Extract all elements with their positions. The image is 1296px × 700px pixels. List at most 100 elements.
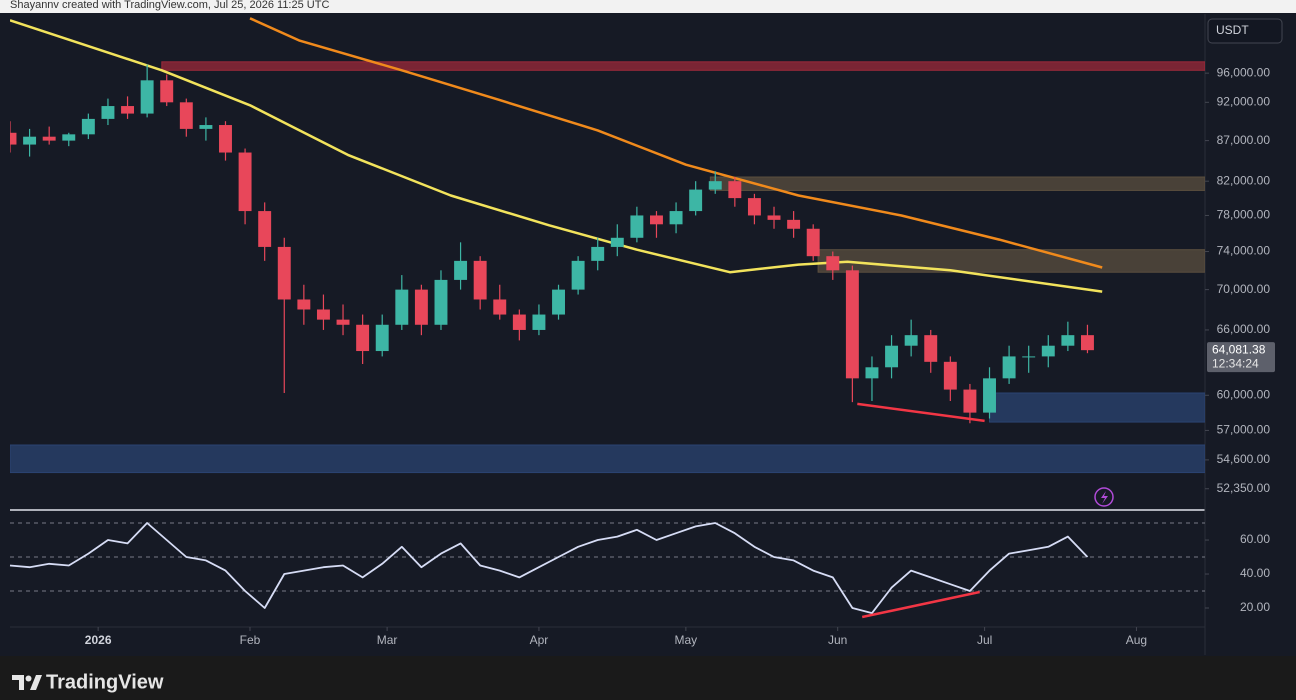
moving-average: [249, 17, 1103, 269]
y-tick-label: 66,000.00: [1217, 322, 1271, 336]
candle-body: [258, 211, 272, 247]
candle-body: [140, 80, 154, 114]
candle-body: [904, 335, 918, 346]
candle-body: [179, 102, 193, 129]
candle-body: [787, 219, 801, 229]
candle-body: [1080, 335, 1094, 351]
y-tick-label: 54,600.00: [1217, 452, 1271, 466]
attribution: Shayannv created with TradingView.com, J…: [10, 0, 329, 11]
candle-body: [943, 361, 957, 390]
candle-body: [454, 260, 468, 280]
candle-body: [493, 299, 507, 315]
candle-body: [23, 136, 37, 145]
candle-body: [630, 215, 644, 238]
brand-logo: [12, 675, 42, 690]
countdown: 12:34:24: [1212, 356, 1259, 370]
x-tick-label: May: [675, 633, 698, 647]
candle-body: [708, 181, 722, 190]
divergence-line: [857, 402, 985, 423]
candle-body: [689, 189, 703, 212]
x-tick-label: Feb: [240, 633, 261, 647]
candle-body: [81, 118, 95, 135]
candle-body: [591, 246, 605, 261]
candle-body: [199, 125, 213, 129]
candle-body: [10, 132, 17, 145]
candle-body: [924, 335, 938, 362]
y-tick-label: 20.00: [1240, 600, 1270, 614]
y-tick-label: 52,350.00: [1217, 481, 1271, 495]
logo-t: [12, 675, 24, 690]
zone: [989, 392, 1205, 423]
candle-body: [865, 367, 879, 379]
zone: [709, 176, 1205, 191]
y-tick-label: 57,000.00: [1217, 423, 1271, 437]
candle-body: [160, 80, 174, 103]
logo-v: [30, 675, 42, 690]
candle-body: [219, 125, 232, 153]
candle-body: [62, 134, 76, 141]
candle-body: [356, 324, 370, 352]
logo-dot: [25, 675, 32, 682]
candle-body: [473, 260, 487, 300]
y-tick-label: 60,000.00: [1217, 387, 1271, 401]
candle-body: [1002, 356, 1016, 379]
candle-body: [806, 228, 820, 257]
y-tick-label: 60.00: [1240, 532, 1270, 546]
candle-body: [1061, 335, 1075, 346]
candle-body: [826, 256, 840, 271]
zone: [817, 249, 1205, 273]
candle-body: [238, 152, 252, 212]
y-tick-label: 87,000.00: [1217, 133, 1271, 147]
currency-badge[interactable]: [1207, 18, 1283, 44]
candle-body: [375, 324, 389, 352]
candle-body: [316, 309, 330, 320]
moving-average: [10, 19, 1103, 293]
candle-body: [121, 106, 135, 114]
x-tick-label: Jul: [977, 633, 992, 647]
candle-body: [414, 289, 428, 325]
candle-body: [277, 246, 291, 300]
candle-body: [512, 314, 526, 330]
candle-body: [336, 319, 350, 325]
candle-body: [885, 345, 899, 368]
y-tick-label: 82,000.00: [1217, 173, 1271, 187]
candle-body: [297, 299, 311, 310]
x-tick-label: Aug: [1126, 633, 1147, 647]
last-price-label: 64,081.38: [1212, 342, 1266, 356]
candle-body: [434, 279, 448, 325]
footer: [0, 656, 1296, 700]
zone: [10, 444, 1205, 474]
price-pane: [10, 17, 1205, 474]
candle-body: [767, 215, 781, 220]
y-tick-label: 78,000.00: [1217, 208, 1271, 222]
candle-body: [983, 378, 996, 413]
candle-body: [532, 314, 546, 330]
rsi-divergence-line: [861, 590, 980, 619]
candle-body: [728, 181, 742, 199]
y-tick-label: 74,000.00: [1217, 244, 1271, 258]
candle-body: [650, 215, 663, 225]
candle-body: [571, 260, 585, 290]
y-tick-label: 96,000.00: [1217, 65, 1271, 79]
candle-body: [101, 106, 115, 119]
y-tick-label: 70,000.00: [1217, 282, 1271, 296]
y-tick-label: 40.00: [1240, 566, 1270, 580]
x-tick-label: Jun: [828, 633, 847, 647]
candle-body: [610, 237, 624, 247]
alert-icon[interactable]: [1094, 487, 1114, 507]
candle-body: [747, 198, 761, 216]
candle-body: [1041, 345, 1055, 357]
last-price-box: [1207, 342, 1275, 373]
currency: USDT: [1216, 23, 1249, 37]
candle-body: [1022, 356, 1036, 358]
candle-body: [395, 289, 409, 325]
rsi-line: [9, 522, 1089, 614]
chart-background: [0, 13, 1296, 656]
candle-body: [42, 136, 56, 141]
brand: TradingView: [46, 671, 164, 693]
x-tick-label: 2026: [85, 633, 112, 647]
candle-body: [845, 270, 859, 379]
x-tick-label: Mar: [377, 633, 398, 647]
